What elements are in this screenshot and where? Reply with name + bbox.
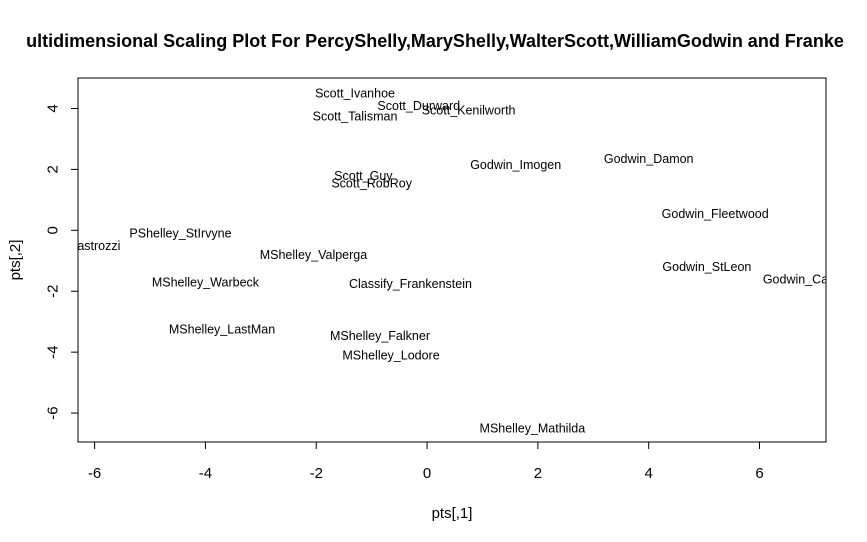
x-tick-label: -6 bbox=[88, 465, 101, 482]
point-label: MShelley_Valperga bbox=[260, 248, 368, 262]
point-label: Godwin_StLeon bbox=[662, 260, 751, 274]
point-label: Scott_Talisman bbox=[313, 109, 398, 123]
point-label: MShelley_Falkner bbox=[330, 329, 430, 343]
x-tick-label: 6 bbox=[755, 465, 763, 482]
point-label: Godwin_Caleb bbox=[763, 272, 845, 286]
x-tick-label: 0 bbox=[423, 465, 431, 482]
y-tick-label: -6 bbox=[44, 406, 61, 419]
x-tick-label: 4 bbox=[645, 465, 653, 482]
point-label: Godwin_Damon bbox=[604, 152, 694, 166]
point-label: Godwin_Fleetwood bbox=[662, 207, 769, 221]
x-axis: -6 -4 -2 0 2 4 6 bbox=[88, 441, 764, 482]
point-label: MShelley_Warbeck bbox=[152, 275, 260, 289]
point-label: Scott_Ivanhoe bbox=[315, 87, 395, 101]
point-label: Classify_Frankenstein bbox=[349, 277, 472, 291]
point-label: Scott_RobRoy bbox=[331, 176, 412, 190]
point-label: PShelley_StIrvyne bbox=[129, 227, 231, 241]
x-tick-label: -2 bbox=[310, 465, 323, 482]
y-tick-label: 0 bbox=[44, 226, 61, 234]
point-label: Scott_Durward bbox=[377, 99, 460, 113]
point-label: Godwin_Imogen bbox=[470, 158, 561, 172]
point-label: MShelley_Mathilda bbox=[480, 422, 586, 436]
point-label: MShelley_Lodore bbox=[342, 349, 439, 363]
chart-title: ultidimensional Scaling Plot For PercySh… bbox=[26, 31, 844, 51]
point-label: Scott_Guy bbox=[334, 169, 393, 183]
point-label: Scott_Kenilworth bbox=[422, 103, 516, 117]
point-label: PShelley_Zastrozzi bbox=[13, 239, 120, 253]
y-tick-label: -4 bbox=[44, 345, 61, 358]
y-tick-label: -2 bbox=[44, 285, 61, 298]
y-tick-label: 4 bbox=[44, 104, 61, 112]
y-tick-label: 2 bbox=[44, 165, 61, 173]
point-label: MShelley_LastMan bbox=[169, 323, 275, 337]
x-tick-label: 2 bbox=[534, 465, 542, 482]
y-axis: -6 -4 -2 0 2 4 bbox=[44, 104, 79, 420]
y-axis-label: pts[,2] bbox=[7, 240, 24, 281]
point-labels: Scott_IvanhoeScott_DurwardScott_Kenilwor… bbox=[13, 87, 845, 436]
x-axis-label: pts[,1] bbox=[432, 505, 473, 522]
x-tick-label: -4 bbox=[199, 465, 212, 482]
